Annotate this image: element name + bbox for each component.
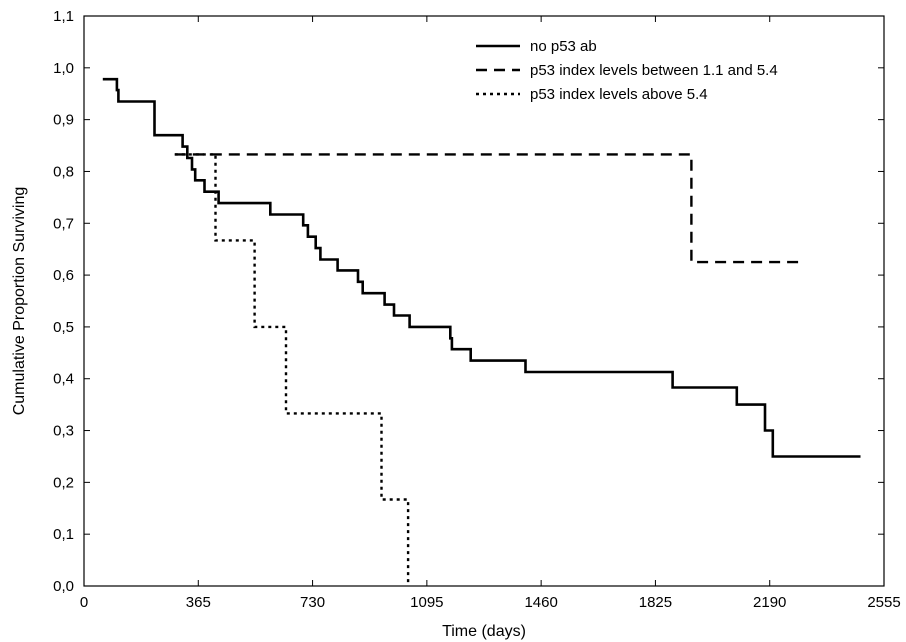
series-line-3 xyxy=(174,153,410,586)
y-tick-label: 0,2 xyxy=(53,474,74,491)
y-tick-label: 0,6 xyxy=(53,267,74,284)
y-tick-label: 0,0 xyxy=(53,578,74,595)
series-line-1 xyxy=(102,77,861,458)
y-tick-label: 0,3 xyxy=(53,423,74,440)
y-tick-label: 0,1 xyxy=(53,526,74,543)
x-axis-title: Time (days) xyxy=(442,623,526,640)
y-tick-label: 1,0 xyxy=(53,60,74,77)
legend-label-1: no p53 ab xyxy=(530,38,597,55)
plot-frame xyxy=(83,15,885,587)
legend-label-2: p53 index levels between 1.1 and 5.4 xyxy=(530,62,778,79)
x-tick-label: 1825 xyxy=(639,594,672,611)
legend-label-3: p53 index levels above 5.4 xyxy=(530,86,708,103)
series-line-2 xyxy=(174,153,805,264)
x-tick-label: 2190 xyxy=(753,594,786,611)
y-axis-title: Cumulative Proportion Surviving xyxy=(11,187,28,416)
y-tick-label: 0,9 xyxy=(53,112,74,129)
y-tick-label: 1,1 xyxy=(53,8,74,25)
y-tick-label: 0,5 xyxy=(53,319,74,336)
x-tick-label: 730 xyxy=(300,594,325,611)
y-tick-label: 0,8 xyxy=(53,163,74,180)
x-tick-label: 2555 xyxy=(867,594,900,611)
y-tick-label: 0,7 xyxy=(53,215,74,232)
x-tick-label: 1460 xyxy=(524,594,557,611)
y-tick-label: 0,4 xyxy=(53,371,74,388)
x-tick-label: 365 xyxy=(186,594,211,611)
x-tick-label: 0 xyxy=(80,594,88,611)
x-tick-label: 1095 xyxy=(410,594,443,611)
